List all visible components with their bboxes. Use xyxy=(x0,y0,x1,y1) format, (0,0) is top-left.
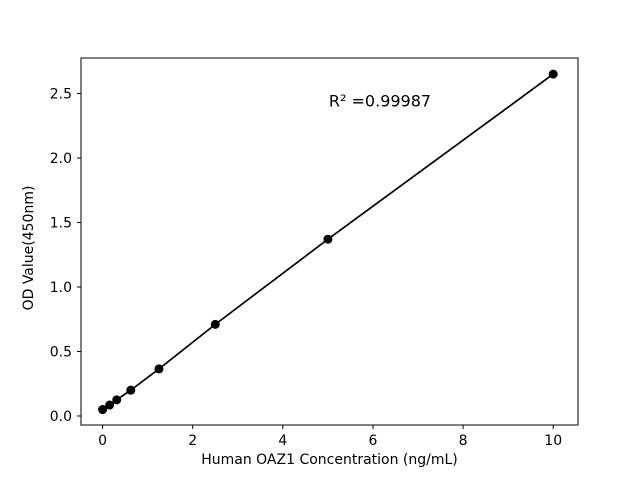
y-axis-label: OD Value(450nm) xyxy=(21,185,37,311)
y-tick-label: 1.0 xyxy=(50,280,72,296)
data-point xyxy=(126,385,136,395)
data-point xyxy=(112,395,122,405)
y-tick-label: 2.5 xyxy=(50,86,72,102)
plot-border xyxy=(80,57,579,426)
x-tick-label: 2 xyxy=(188,433,197,449)
data-point xyxy=(154,364,164,374)
data-point xyxy=(98,405,108,415)
y-tick-label: 2.0 xyxy=(50,151,72,167)
y-tick-label: 0.5 xyxy=(50,344,72,360)
data-point xyxy=(548,69,558,79)
x-tick-label: 10 xyxy=(544,433,562,449)
x-tick-label: 8 xyxy=(459,433,468,449)
x-axis-label: Human OAZ1 Concentration (ng/mL) xyxy=(201,452,458,468)
data-point xyxy=(323,234,333,244)
y-tick-label: 1.5 xyxy=(50,215,72,231)
data-point xyxy=(210,319,220,329)
data-point xyxy=(105,400,115,410)
x-tick-label: 6 xyxy=(369,433,378,449)
x-tick-label: 4 xyxy=(278,433,287,449)
r-squared-annotation: R² =0.99987 xyxy=(328,91,432,111)
y-tick-label: 0.0 xyxy=(50,409,72,425)
x-tick-label: 0 xyxy=(98,433,107,449)
